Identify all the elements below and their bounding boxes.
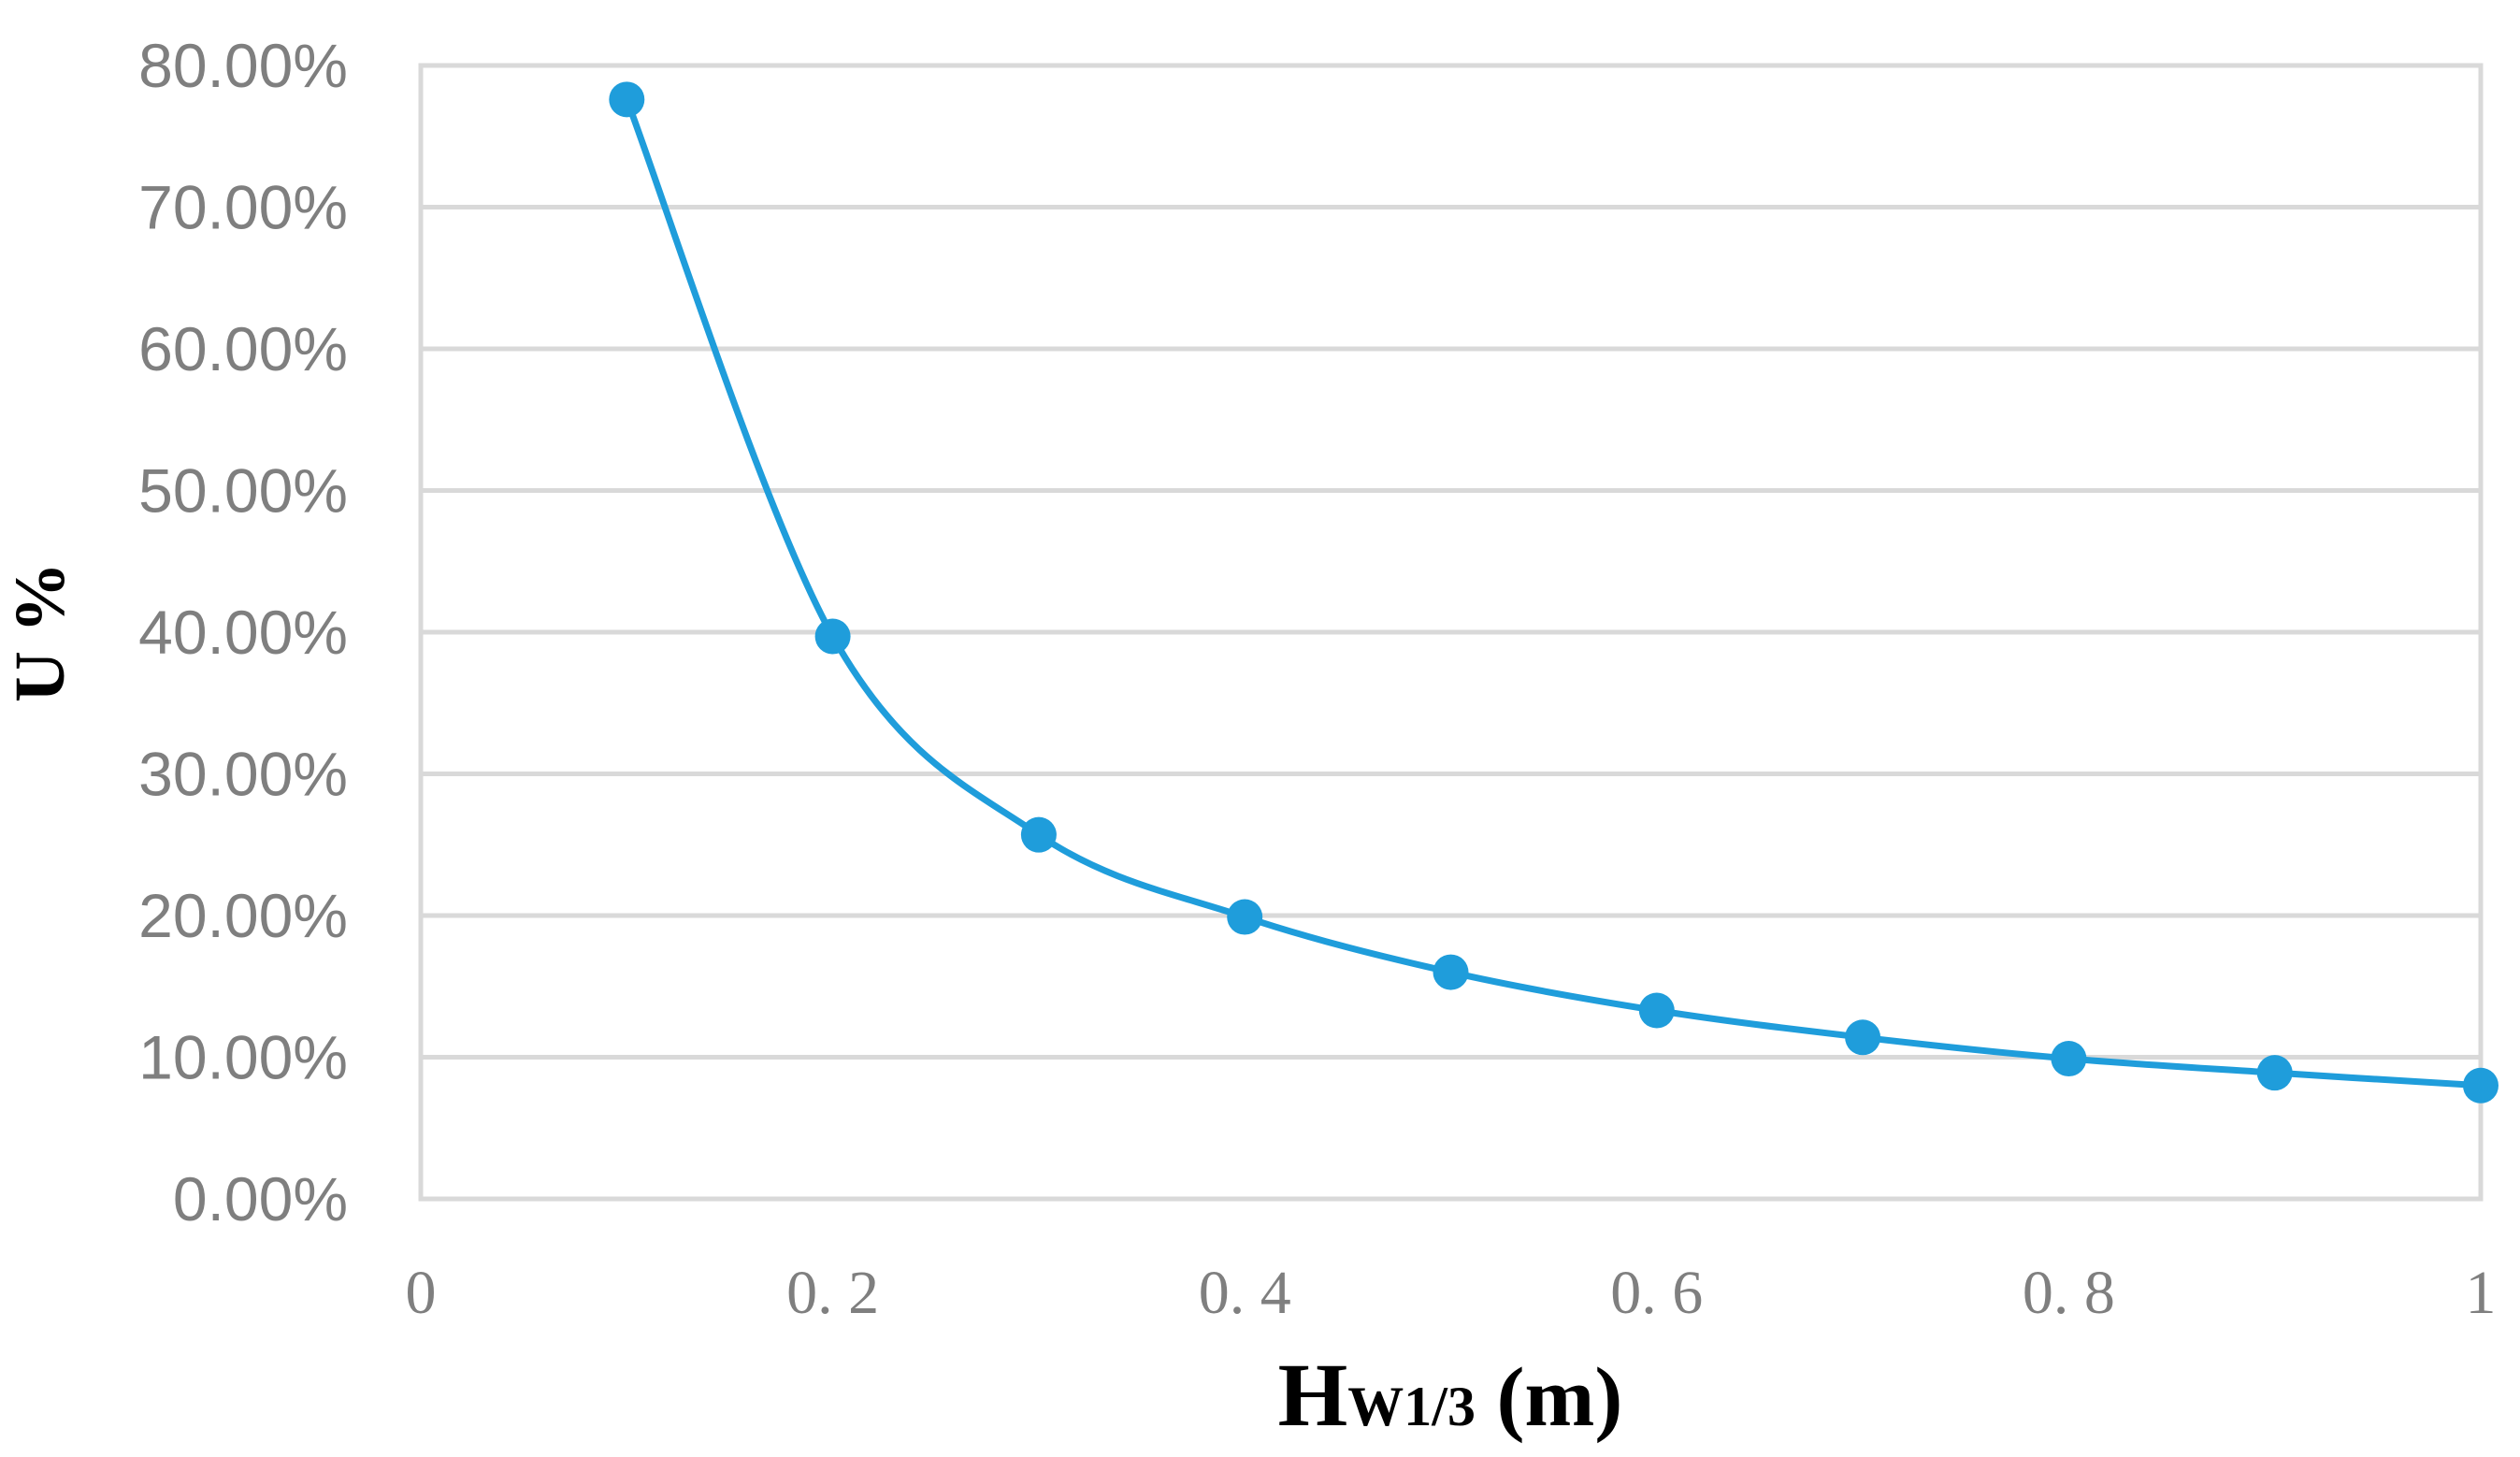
x-tick-label: 0. 4 bbox=[1199, 1259, 1291, 1327]
y-tick-label: 30.00% bbox=[138, 740, 348, 809]
data-point bbox=[2463, 1067, 2498, 1104]
y-tick-label: 20.00% bbox=[138, 881, 348, 950]
y-tick-label: 0.00% bbox=[173, 1164, 348, 1233]
x-tick-label: 0 bbox=[406, 1259, 437, 1327]
x-axis-title-subscript: W1/3 bbox=[1347, 1376, 1476, 1437]
data-point bbox=[1020, 816, 1057, 853]
y-tick-label: 10.00% bbox=[138, 1023, 348, 1092]
x-tick-label: 1 bbox=[2466, 1259, 2497, 1327]
x-axis-title: HW1/3 (m) bbox=[1278, 1345, 1623, 1445]
data-point bbox=[1638, 992, 1675, 1029]
data-point bbox=[2256, 1055, 2293, 1091]
y-tick-label: 50.00% bbox=[138, 456, 348, 526]
x-tick-label: 0. 8 bbox=[2023, 1259, 2115, 1327]
y-tick-label: 40.00% bbox=[138, 598, 348, 667]
data-point bbox=[2051, 1041, 2087, 1077]
data-point bbox=[814, 618, 851, 655]
x-tick-label: 0. 6 bbox=[1610, 1259, 1703, 1327]
x-tick-labels: 0 0. 2 0. 4 0. 6 0. 8 1 bbox=[406, 1259, 2497, 1327]
y-tick-labels: 0.00% 10.00% 20.00% 30.00% 40.00% 50.00% 60.00… bbox=[138, 31, 348, 1233]
y-tick-label: 80.00% bbox=[138, 31, 348, 100]
data-point bbox=[1845, 1019, 1881, 1056]
data-point bbox=[1227, 899, 1263, 935]
gridlines bbox=[421, 63, 2481, 1202]
y-tick-label: 70.00% bbox=[138, 173, 348, 242]
x-tick-label: 0. 2 bbox=[786, 1259, 879, 1327]
data-point bbox=[609, 81, 645, 118]
x-axis-title-main: H bbox=[1278, 1345, 1348, 1445]
y-tick-label: 60.00% bbox=[138, 314, 348, 383]
data-point bbox=[1433, 954, 1469, 990]
y-axis-title: U % bbox=[1, 562, 79, 702]
data-series bbox=[609, 81, 2498, 1104]
x-axis-title-unit: (m) bbox=[1476, 1351, 1622, 1444]
